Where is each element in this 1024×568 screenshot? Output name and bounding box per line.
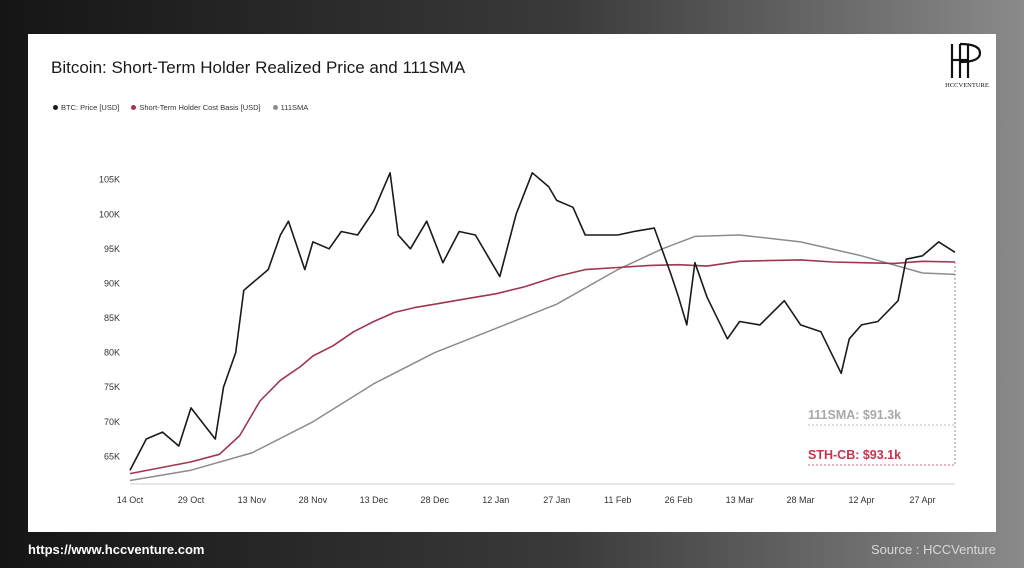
- x-tick-label: 28 Dec: [421, 495, 450, 505]
- y-tick-label: 80K: [104, 348, 120, 358]
- x-tick-label: 28 Mar: [787, 495, 815, 505]
- x-tick-label: 11 Feb: [604, 495, 631, 505]
- legend-dot-sma: [272, 105, 278, 110]
- legend-dot-sth: [131, 105, 137, 110]
- series-line-111sma: [129, 234, 956, 482]
- hccventure-logo: HCCVENTURE: [945, 42, 989, 89]
- legend-label-sth: Short-Term Holder Cost Basis [USD]: [139, 103, 261, 112]
- annotation-sth-cb: STH-CB: $93.1k: [808, 448, 901, 462]
- logo-text: HCCVENTURE: [945, 82, 989, 89]
- legend-dot-price: [53, 105, 58, 110]
- legend-item-price[interactable]: BTC: Price [USD]: [53, 103, 119, 112]
- series-line-sth-cost-basis: [129, 259, 956, 475]
- chart-legend: BTC: Price [USD] Short-Term Holder Cost …: [53, 103, 308, 112]
- x-tick-label: 13 Nov: [238, 495, 267, 505]
- x-tick-label: 28 Nov: [299, 495, 328, 505]
- y-tick-label: 85K: [104, 313, 120, 323]
- annotation-111sma: 111SMA: $91.3k: [808, 408, 901, 422]
- x-tick-label: 26 Feb: [665, 495, 693, 505]
- legend-label-price: BTC: Price [USD]: [61, 103, 120, 112]
- y-axis: 65K 70K 75K 80K 85K 90K 95K 100K 105K: [99, 175, 120, 462]
- x-tick-label: 27 Apr: [909, 495, 935, 505]
- y-tick-label: 105K: [99, 175, 120, 185]
- chart-annotations: 111SMA: $91.3k STH-CB: $93.1k: [808, 261, 956, 466]
- footer-source: Source : HCCVenture: [870, 542, 996, 557]
- series-line-price: [129, 172, 956, 471]
- y-tick-label: 70K: [104, 417, 120, 427]
- x-tick-label: 14 Oct: [117, 495, 144, 505]
- y-tick-label: 100K: [99, 209, 120, 219]
- x-tick-label: 13 Mar: [726, 495, 754, 505]
- legend-item-sma[interactable]: 111SMA: [272, 103, 309, 112]
- x-tick-label: 27 Jan: [543, 495, 570, 505]
- chart-series: [129, 172, 956, 482]
- x-axis: 14 Oct 29 Oct 13 Nov 28 Nov 13 Dec 28 Dec 12 J…: [117, 483, 955, 505]
- x-tick-label: 12 Jan: [482, 495, 509, 505]
- y-tick-label: 65K: [104, 451, 120, 461]
- x-tick-label: 12 Apr: [849, 495, 875, 505]
- y-tick-label: 75K: [104, 382, 120, 392]
- y-tick-label: 95K: [104, 244, 120, 254]
- x-tick-label: 29 Oct: [178, 495, 205, 505]
- footer-url[interactable]: https://www.hccventure.com: [28, 542, 205, 557]
- chart-card: Bitcoin: Short-Term Holder Realized Pric…: [28, 34, 996, 532]
- legend-label-sma: 111SMA: [280, 103, 309, 112]
- legend-item-sth[interactable]: Short-Term Holder Cost Basis [USD]: [131, 103, 261, 112]
- x-tick-label: 13 Dec: [360, 495, 389, 505]
- line-chart: 65K 70K 75K 80K 85K 90K 95K 100K 105K 14 Oct 29 O…: [99, 172, 956, 505]
- chart-title: Bitcoin: Short-Term Holder Realized Pric…: [51, 58, 466, 77]
- y-tick-label: 90K: [104, 278, 120, 288]
